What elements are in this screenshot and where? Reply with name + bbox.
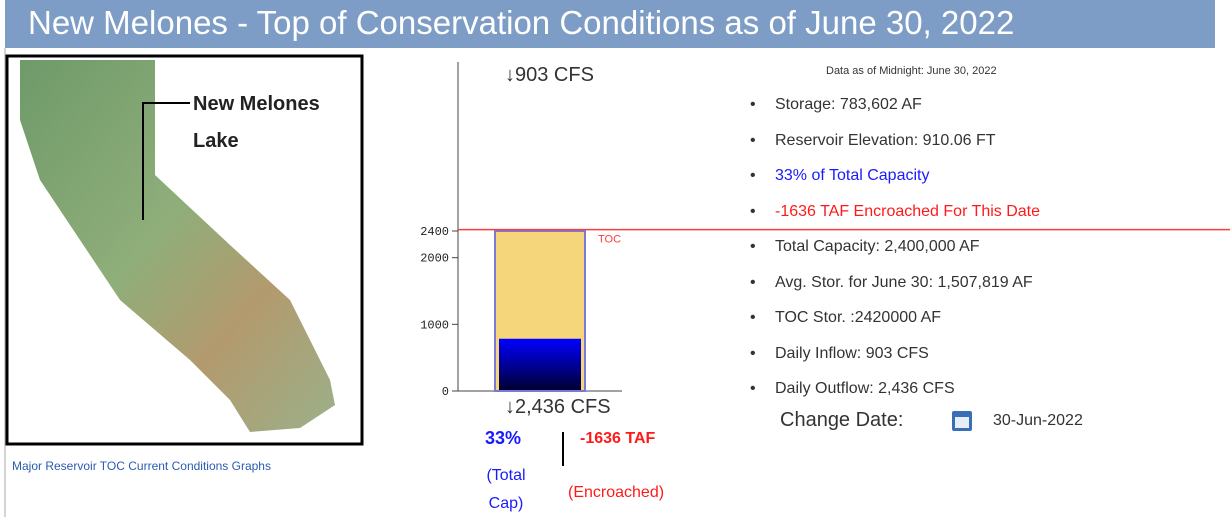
- detail-item: 33% of Total Capacity: [750, 167, 929, 185]
- percent: 33%: [485, 428, 521, 449]
- encroached: -1636 TAF: [580, 430, 655, 448]
- change-date[interactable]: 30-Jun-2022: [993, 412, 1083, 430]
- as-of: Data as of Midnight: June 30, 2022: [826, 65, 997, 77]
- detail-text: Daily Inflow: 903 CFS: [775, 345, 929, 362]
- percent-note: (Total Cap): [482, 462, 530, 518]
- detail-item: Daily Outflow: 2,436 CFS: [750, 380, 955, 398]
- map-label: Lake: [193, 130, 239, 152]
- detail-text: Daily Outflow: 2,436 CFS: [775, 380, 955, 397]
- detail-item: Total Capacity: 2,400,000 AF: [750, 238, 980, 256]
- detail-text: TOC Stor. :2420000 AF: [775, 309, 941, 326]
- detail-text: Storage: 783,602 AF: [775, 96, 922, 113]
- y-tick-label: 2400: [420, 225, 449, 239]
- detail-text: 33% of Total Capacity: [775, 167, 929, 184]
- calendar-icon-face: [955, 417, 969, 428]
- link[interactable]: Major Reservoir TOC Current Conditions G…: [12, 459, 271, 473]
- detail-text: Total Capacity: 2,400,000 AF: [775, 238, 980, 255]
- detail-item: TOC Stor. :2420000 AF: [750, 309, 941, 327]
- inflow: ↓903 CFS: [505, 64, 594, 87]
- change-date-label: Change Date:: [780, 409, 903, 432]
- detail-item: Daily Inflow: 903 CFS: [750, 345, 929, 363]
- map-label: New Melones: [193, 93, 320, 115]
- y-tick-label: 1000: [420, 318, 449, 332]
- storage-bar: [499, 339, 581, 390]
- encroached-note: (Encroached): [568, 484, 664, 502]
- y-tick-label: 0: [442, 385, 449, 399]
- toc-label: TOC: [598, 234, 621, 246]
- detail-text: Reservoir Elevation: 910.06 FT: [775, 132, 996, 149]
- detail-text: -1636 TAF Encroached For This Date: [775, 203, 1040, 220]
- outflow: ↓2,436 CFS: [505, 396, 611, 419]
- detail-item: -1636 TAF Encroached For This Date: [750, 203, 1040, 221]
- y-tick-label: 2000: [420, 252, 449, 266]
- detail-item: Storage: 783,602 AF: [750, 96, 922, 114]
- detail-item: Reservoir Elevation: 910.06 FT: [750, 132, 996, 150]
- detail-item: Avg. Stor. for June 30: 1,507,819 AF: [750, 274, 1033, 292]
- page: New Melones - Top of Conservation Condit…: [0, 0, 1230, 517]
- detail-text: Avg. Stor. for June 30: 1,507,819 AF: [775, 274, 1033, 291]
